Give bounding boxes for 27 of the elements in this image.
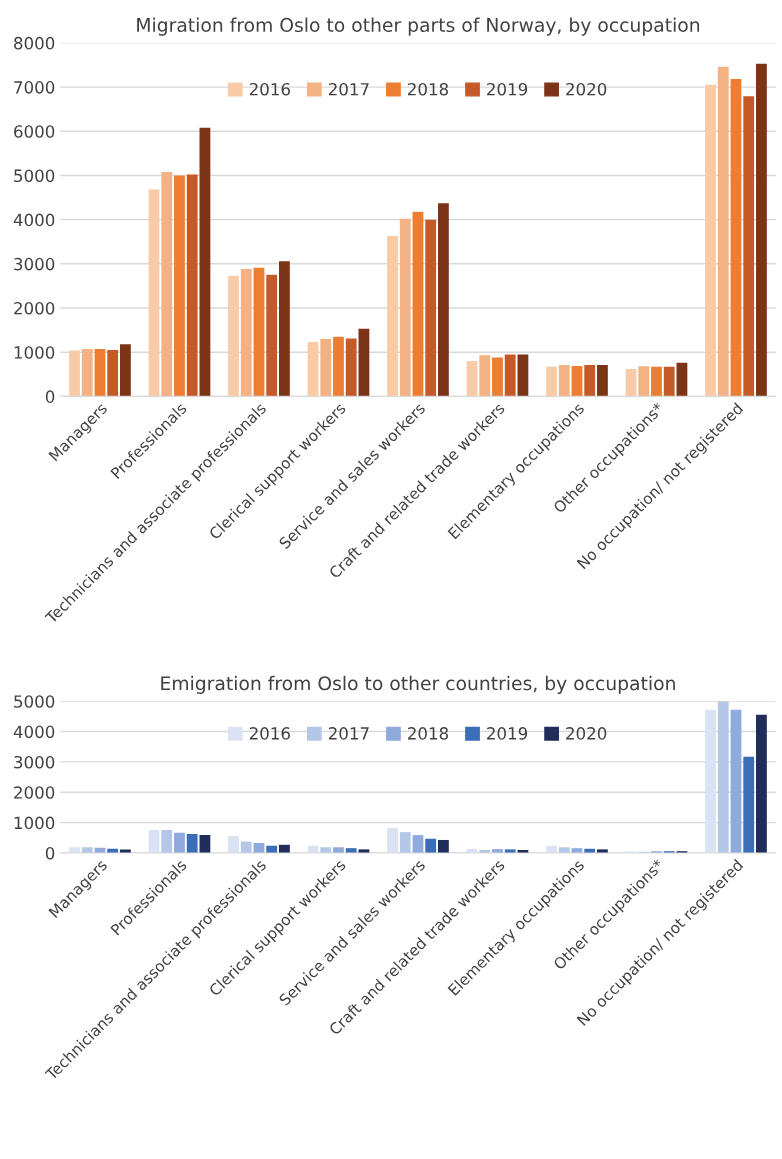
y-tick-label: 0 (45, 390, 55, 403)
legend-label: 2019 (487, 82, 528, 96)
legend-label: 2016 (249, 82, 290, 96)
legend-label: 2017 (328, 82, 369, 96)
legend-label: 2018 (407, 727, 449, 740)
y-tick-label: 3000 (14, 257, 55, 271)
legend-label: 2017 (328, 727, 369, 740)
y-tick-label: 7000 (14, 81, 55, 94)
y-tick-label: 4000 (13, 213, 55, 227)
legend-label: 2018 (407, 82, 449, 96)
y-tick-label: 3000 (14, 755, 55, 769)
y-tick-label: 5000 (14, 169, 55, 183)
legend-label: 2019 (487, 727, 528, 740)
y-tick-label: 2000 (14, 786, 55, 799)
y-tick-label: 0 (45, 846, 55, 860)
legend-label: 2020 (566, 727, 607, 740)
legend-label: 2016 (249, 727, 290, 740)
legend-label: 2020 (566, 82, 607, 96)
y-tick-label: 5000 (14, 695, 55, 708)
y-tick-label: 4000 (13, 725, 55, 739)
y-tick-label: 1000 (14, 346, 55, 359)
y-tick-label: 8000 (14, 36, 55, 50)
y-tick-label: 1000 (14, 816, 55, 830)
chart-title: Emigration from Oslo to other countries, by occupation (161, 675, 675, 694)
y-tick-label: 2000 (14, 301, 55, 315)
chart-title: Migration from Oslo to other parts of Norway, by occupation (137, 17, 700, 36)
y-tick-label: 6000 (14, 125, 55, 138)
